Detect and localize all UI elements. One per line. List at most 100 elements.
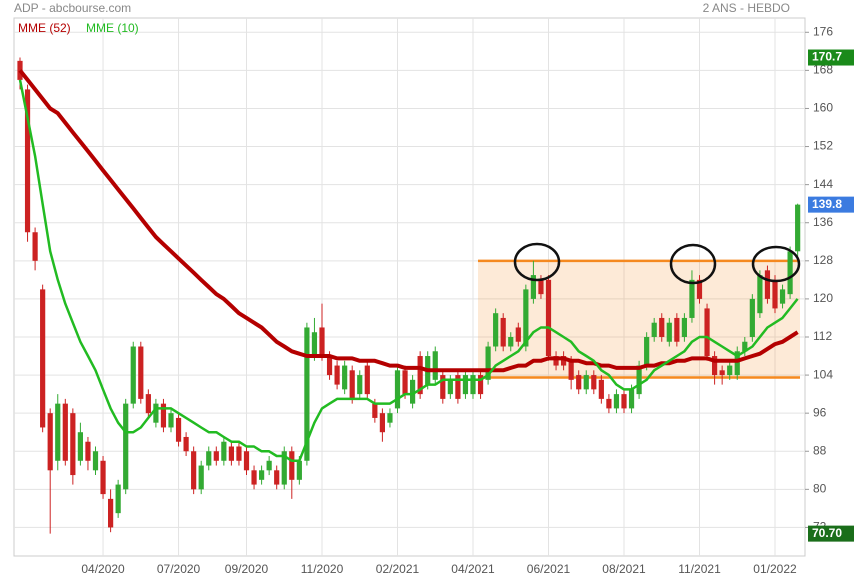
candle-body [326,356,333,376]
underlay [14,18,805,556]
x-tick-label: 01/2022 [753,562,797,576]
x-tick-label: 02/2021 [376,562,420,576]
y-tick-label: 176 [813,24,833,38]
candle-body [515,327,521,342]
candle-body [213,451,219,461]
candle-body [100,460,106,495]
candle-body [145,394,151,414]
candle-body [440,375,446,399]
candle-body [342,365,348,390]
candle-body [530,275,536,299]
candle-body [719,370,725,376]
candle-body [153,403,159,423]
y-tick-label: 160 [813,101,833,115]
candle-body [70,413,76,476]
candle-body [712,356,718,376]
y-tick-label: 104 [813,367,833,381]
candle-body [319,327,325,357]
y-tick-label: 88 [813,443,827,457]
candle-body [674,317,680,342]
candle-body [183,436,189,452]
candle-body [568,360,574,380]
candle-body [432,351,438,380]
candle-body [62,403,68,461]
candle-body [115,484,121,514]
candle-body [561,356,567,366]
y-tick-label: 80 [813,482,827,496]
candle-body [259,470,265,480]
price-tag-box [808,196,854,213]
candle-body [666,322,672,342]
price-tag-label: 70.70 [812,526,842,540]
candle-body [493,313,499,347]
y-tick-label: 96 [813,405,827,419]
candle-body [591,375,597,390]
circle-annotation [669,243,717,285]
candle-body [296,460,302,480]
candle-body [553,356,559,366]
y-tick-label: 112 [813,329,832,343]
chart-subtitle: 2 ANS - HEBDO [703,1,790,15]
y-tick-label: 168 [813,63,833,77]
candle-body [681,317,687,337]
candle-body [545,279,552,357]
candle-body [779,289,786,304]
candle-body [636,365,642,395]
candle-body [138,346,144,399]
candle-body [160,403,167,428]
candle-body [77,432,83,461]
candle-body [727,365,733,376]
price-tag-label: 139.8 [812,197,842,211]
candle-body [538,279,544,295]
candle-body [206,451,212,466]
candle-body [613,394,620,409]
candle-body [764,270,771,299]
y-tick-label: 152 [813,139,833,153]
y-tick-label: 120 [813,291,833,305]
x-tick-label: 09/2020 [225,562,269,576]
candle-body [742,341,748,352]
marks [17,57,801,534]
candle-body [304,327,310,461]
candle-body [455,375,461,399]
candle-body [281,451,287,485]
candle-body [772,279,778,309]
y-tick-label: 128 [813,253,833,267]
candle-body [198,465,204,490]
x-tick-label: 11/2020 [301,562,344,576]
candle-body [92,451,99,471]
candle-body [130,346,136,404]
candle-body [108,498,114,528]
candle-body [47,413,53,471]
candle-body [221,441,227,461]
y-tick-label: 136 [813,215,833,229]
candle-body [228,446,234,461]
candle-body [462,375,469,395]
candle-body [349,370,355,399]
candle-body [24,89,31,233]
candle-body [447,379,453,395]
candle-body [40,289,46,428]
candle-body [168,413,174,428]
candle-body [236,446,242,461]
candle-body [696,279,703,299]
candle-body [85,441,91,461]
x-tick-label: 07/2020 [157,562,201,576]
candle-body [500,317,506,347]
price-tag: 70.70 [808,525,854,542]
candle-body [757,275,763,314]
candle-body [357,375,363,395]
candle-body [191,451,197,490]
price-tag-label: 170.7 [812,50,842,64]
legend-label: MME (10) [86,21,139,35]
candle-body [689,279,695,318]
annotations [513,242,801,285]
candle-body [311,332,318,357]
price-tag: 170.7 [808,49,854,66]
candle-body [651,322,657,337]
candle-body [523,289,529,347]
candle-body [417,356,423,395]
x-tick-label: 04/2021 [451,562,495,576]
